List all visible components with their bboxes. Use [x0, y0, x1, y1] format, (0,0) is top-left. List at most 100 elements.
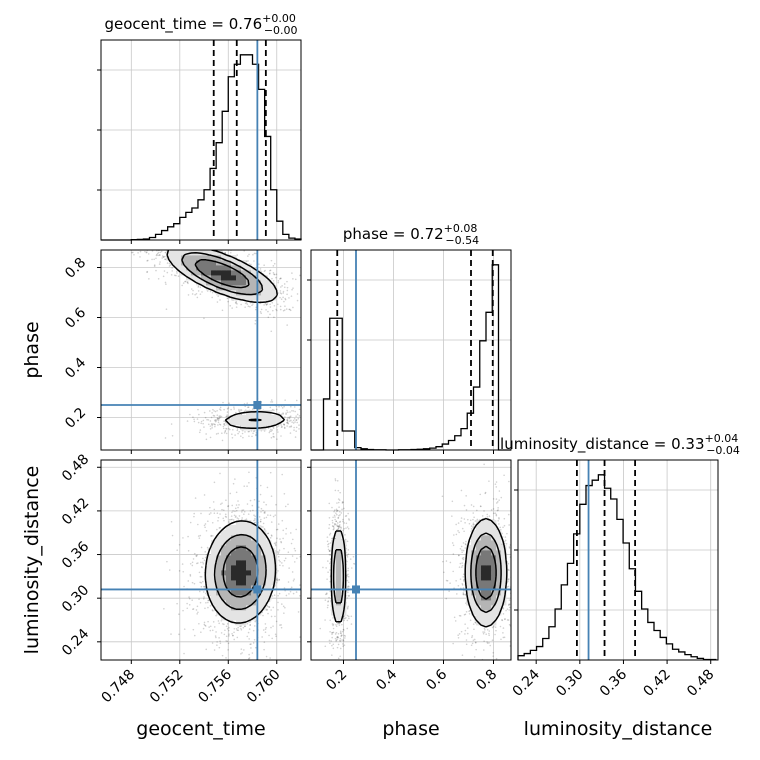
sample-point — [247, 406, 249, 409]
sample-point — [465, 643, 468, 646]
sample-point — [211, 424, 213, 427]
sample-point — [293, 426, 295, 429]
sample-point — [213, 423, 216, 426]
density-cell — [226, 580, 232, 586]
density-cell — [221, 285, 227, 291]
sample-point — [207, 520, 209, 523]
sample-point — [189, 562, 192, 565]
density-cell — [241, 550, 247, 556]
sample-point — [221, 502, 223, 504]
sample-point — [259, 484, 262, 487]
sample-point — [249, 510, 252, 512]
histogram-title-luminosity_distance: luminosity_distance = 0.33+0.04 −0.04 — [500, 432, 740, 457]
sample-point — [274, 633, 277, 636]
sample-point — [269, 272, 271, 274]
sample-point — [350, 567, 353, 569]
density-cell — [266, 550, 272, 556]
sample-point — [258, 263, 260, 265]
density-cell — [221, 290, 227, 296]
sample-point — [260, 312, 262, 315]
density-cell — [241, 270, 247, 276]
sample-point — [235, 627, 238, 630]
sample-point — [285, 533, 287, 535]
sample-point — [295, 591, 298, 593]
sample-point — [155, 269, 157, 272]
sample-point — [339, 637, 342, 640]
sample-point — [213, 415, 216, 417]
sample-point — [178, 570, 181, 572]
sample-point — [284, 297, 287, 300]
sample-point — [238, 410, 241, 413]
sample-point — [181, 563, 184, 565]
sample-point — [146, 224, 148, 226]
sample-point — [227, 642, 230, 645]
sample-point — [214, 420, 217, 423]
sample-point — [295, 399, 298, 402]
density-cell — [221, 610, 227, 616]
sample-point — [286, 280, 288, 283]
sample-point — [325, 424, 327, 426]
sample-point — [474, 520, 477, 522]
sample-point — [339, 640, 342, 642]
sample-point — [248, 253, 250, 256]
sample-point — [207, 419, 210, 421]
sample-point — [274, 543, 277, 545]
sample-point — [158, 254, 161, 256]
sample-point — [191, 581, 194, 584]
sample-point — [228, 418, 231, 421]
sample-point — [298, 415, 301, 417]
sample-point — [214, 425, 216, 428]
sample-point — [277, 601, 279, 604]
sample-point — [208, 248, 210, 250]
density-cell — [176, 265, 182, 271]
sample-point — [273, 594, 276, 597]
sample-point — [196, 613, 198, 615]
histogram-title-geocent_time: geocent_time = 0.76+0.00 −0.00 — [104, 12, 297, 37]
sample-point — [170, 423, 173, 425]
sample-point — [203, 317, 205, 320]
density-cell — [216, 570, 222, 576]
sample-point — [218, 417, 221, 419]
sample-point — [275, 635, 277, 638]
sample-point — [277, 281, 280, 284]
sample-point — [264, 269, 266, 272]
sample-point — [303, 547, 305, 549]
sample-point — [309, 417, 311, 419]
truth-marker-geocent_time-vs-phase — [253, 401, 262, 409]
sample-point — [299, 584, 301, 586]
density-cell — [246, 545, 252, 551]
density-cell — [241, 610, 247, 616]
sample-point — [299, 274, 301, 277]
sample-point — [341, 623, 343, 626]
sample-point — [324, 599, 327, 601]
sample-point — [204, 246, 206, 248]
sample-point — [196, 562, 198, 565]
sample-point — [188, 596, 190, 598]
sample-point — [234, 507, 237, 510]
sample-point — [182, 282, 185, 284]
sample-point — [337, 516, 340, 519]
sample-point — [290, 586, 293, 589]
sample-point — [147, 253, 150, 255]
sample-point — [244, 302, 247, 305]
sample-point — [346, 575, 348, 578]
sample-point — [346, 619, 349, 622]
sample-point — [162, 241, 164, 243]
sample-point — [335, 625, 338, 628]
sample-point — [280, 435, 282, 437]
density-cell — [256, 580, 262, 586]
density-cell — [256, 550, 262, 556]
sample-point — [298, 428, 300, 430]
sample-point — [211, 291, 214, 294]
sample-point — [224, 251, 226, 254]
sample-point — [212, 501, 215, 503]
density-cell — [246, 295, 252, 301]
sample-point — [327, 604, 329, 607]
sample-point — [166, 271, 169, 274]
sample-point — [243, 510, 246, 513]
sample-point — [211, 629, 214, 632]
sample-point — [183, 628, 186, 630]
sample-point — [280, 626, 283, 629]
density-cell — [186, 265, 192, 271]
sample-point — [164, 437, 167, 439]
